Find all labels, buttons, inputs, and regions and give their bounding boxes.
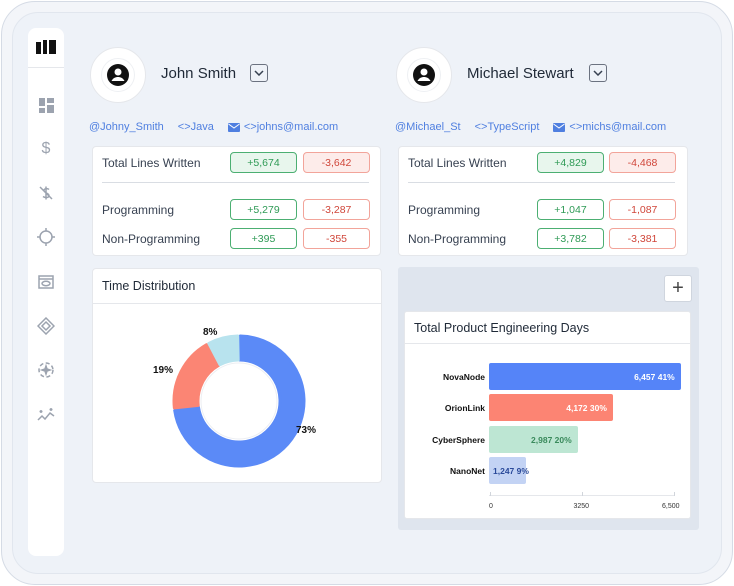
- card-header-divider: [93, 303, 381, 304]
- sparkle-trend-icon[interactable]: [37, 406, 55, 424]
- divider: [102, 182, 369, 183]
- donut-slice[interactable]: [172, 343, 221, 410]
- chevron-down-icon: [254, 70, 264, 76]
- programming-removed: -1,087: [609, 199, 676, 220]
- user-email: <>johns@mail.com: [243, 121, 339, 133]
- nonprog-label: Non-Programming: [102, 232, 201, 246]
- x-tick-label: 3250: [573, 503, 590, 510]
- donut-slice[interactable]: [207, 334, 240, 367]
- mail-icon: [227, 122, 240, 132]
- divider: [408, 182, 675, 183]
- total-added: +5,674: [230, 152, 297, 173]
- nonprog-removed: -3,381: [609, 228, 676, 249]
- dashboard-icon[interactable]: [37, 96, 55, 114]
- user-dropdown-button[interactable]: [589, 64, 607, 82]
- bar[interactable]: [489, 457, 527, 484]
- total-added: +4,829: [537, 152, 604, 173]
- x-tick-mark: [674, 492, 675, 496]
- refresh-sparkle-icon[interactable]: [37, 361, 55, 379]
- slice-label: 19%: [153, 365, 174, 376]
- nonprog-removed: -355: [303, 228, 370, 249]
- lines-stats-card: Total Lines Written +4,829 -4,468 Progra…: [398, 146, 688, 256]
- programming-removed: -3,287: [303, 199, 370, 220]
- slice-label: 8%: [203, 327, 218, 338]
- bar-chart: NovaNode 6,457 41% OrionLink 4,172 30% Cyber…: [405, 312, 692, 520]
- sidebar: $: [28, 28, 64, 556]
- donut-inner-ring: [200, 362, 278, 440]
- user-avatar[interactable]: [90, 47, 146, 103]
- engineering-days-card: Total Product Engineering Days NovaNode 6…: [404, 311, 691, 519]
- user-avatar[interactable]: [396, 47, 452, 103]
- user-email: <>michs@mail.com: [569, 121, 667, 133]
- x-tick-mark: [490, 492, 491, 496]
- slice-label: 73%: [296, 425, 317, 436]
- user-language-link[interactable]: <>TypeScript: [474, 121, 540, 133]
- browser-eye-icon[interactable]: [37, 273, 55, 291]
- dollar-icon[interactable]: $: [41, 140, 51, 157]
- bar-data-label: 2,987 20%: [531, 435, 572, 445]
- nonprog-added: +3,782: [537, 228, 604, 249]
- user-language-link[interactable]: <>Java: [177, 121, 214, 133]
- x-tick-label: 0: [489, 503, 493, 510]
- bar-data-label: 1,247 9%: [493, 466, 529, 476]
- chevron-down-icon: [593, 70, 603, 76]
- bar-category-label: OrionLink: [444, 403, 485, 413]
- bar-category-label: NovaNode: [442, 372, 485, 382]
- bar-category-label: NanoNet: [450, 466, 485, 476]
- user-email-link[interactable]: <>johns@mail.com: [227, 121, 339, 133]
- total-removed: -4,468: [609, 152, 676, 173]
- time-distribution-card: Time Distribution 73% 19% 8%: [92, 268, 382, 483]
- user-handle-link[interactable]: @Johny_Smith: [89, 121, 164, 133]
- user-name: Michael Stewart: [467, 65, 574, 82]
- bar-data-label: 6,457 41%: [634, 372, 675, 382]
- card-header-divider: [405, 343, 690, 344]
- time-distribution-title: Time Distribution: [102, 279, 196, 293]
- programming-label: Programming: [408, 203, 481, 217]
- programming-label: Programming: [102, 203, 175, 217]
- user-icon: [107, 64, 129, 86]
- user-email-link[interactable]: <>michs@mail.com: [553, 121, 666, 133]
- total-lines-label: Total Lines Written: [408, 156, 507, 170]
- logo-icon: [36, 40, 56, 54]
- user-links: @Michael_St <>TypeScript <>michs@mail.co…: [395, 121, 666, 133]
- user-name: John Smith: [161, 65, 237, 82]
- engineering-days-title: Total Product Engineering Days: [414, 321, 590, 335]
- mail-icon: [553, 122, 566, 132]
- total-lines-label: Total Lines Written: [102, 156, 201, 170]
- total-removed: -3,642: [303, 152, 370, 173]
- nonprog-added: +395: [230, 228, 297, 249]
- bar[interactable]: [489, 426, 578, 453]
- user-links: @Johny_Smith <>Java <>johns@mail.com: [89, 121, 338, 133]
- x-tick-mark: [581, 492, 583, 496]
- donut-chart: [172, 334, 306, 468]
- programming-added: +1,047: [537, 199, 604, 220]
- user-handle-link[interactable]: @Michael_St: [395, 121, 461, 133]
- user-dropdown-button[interactable]: [250, 64, 268, 82]
- target-icon[interactable]: [37, 228, 55, 246]
- bar-category-label: CyberSphere: [432, 435, 485, 445]
- add-button[interactable]: +: [664, 275, 692, 302]
- bar[interactable]: [489, 394, 613, 421]
- lines-stats-card: Total Lines Written +5,674 -3,642 Progra…: [92, 146, 381, 256]
- user-icon: [413, 64, 435, 86]
- no-dollar-icon[interactable]: [37, 184, 55, 202]
- x-tick-label: 6,500: [662, 503, 680, 510]
- nonprog-label: Non-Programming: [408, 232, 507, 246]
- bar[interactable]: [489, 363, 681, 390]
- donut-slice[interactable]: [173, 334, 306, 468]
- sidebar-divider: [28, 67, 64, 68]
- diamond-icon[interactable]: [37, 317, 55, 335]
- bar-data-label: 4,172 30%: [566, 403, 607, 413]
- programming-added: +5,279: [230, 199, 297, 220]
